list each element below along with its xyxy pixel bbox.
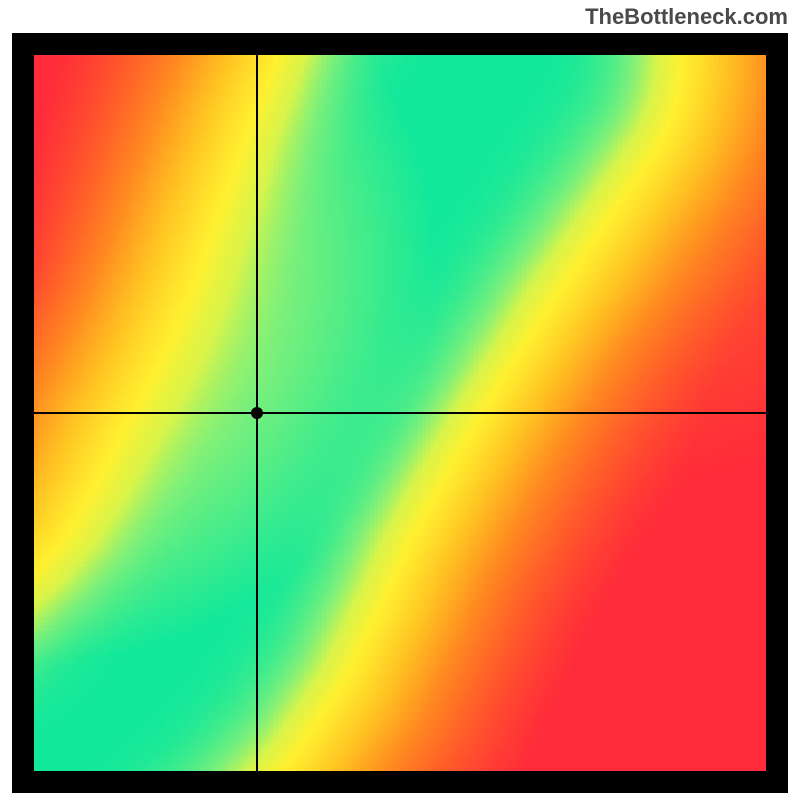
chart-container: TheBottleneck.com	[0, 0, 800, 800]
crosshair-horizontal	[34, 412, 766, 414]
watermark-text: TheBottleneck.com	[585, 4, 788, 30]
